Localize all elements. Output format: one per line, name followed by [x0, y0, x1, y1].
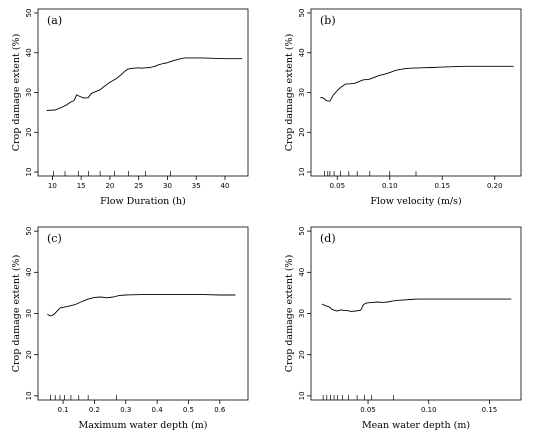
- panel-a-ytick-label: 10: [25, 168, 33, 177]
- panel-a-curve: [46, 57, 243, 111]
- panel-d-y-axis-title: Crop damage extent (%): [284, 255, 295, 373]
- panel-c-ytick-label: 40: [25, 268, 33, 277]
- panel-a-xtick-label: 15: [77, 182, 86, 190]
- panel-b: (b) 10 20 30 40 50 0.05 0.10 0.15 0.20 Flow veloci…: [284, 8, 522, 207]
- panel-a-ytick-label: 50: [25, 9, 33, 18]
- panel-b-y-axis-title: Crop damage extent (%): [284, 34, 295, 152]
- panel-a-x-axis-title: Flow Duration (h): [100, 196, 186, 207]
- panel-b-ytick-label: 20: [298, 128, 306, 137]
- panel-b-plot-frame: [310, 8, 522, 177]
- panel-c: (c) 10 20 30 40 50 0.1 0.2 0.3 0.4 0.5 0.6 Maximum w…: [11, 226, 249, 431]
- panel-a-xtick-label: 35: [192, 182, 201, 190]
- panel-c-ytick-label: 10: [25, 391, 33, 400]
- panel-b-ytick-label: 30: [298, 88, 306, 97]
- panel-d-ytick-label: 10: [298, 391, 306, 400]
- panel-d-plot-frame: [310, 226, 522, 401]
- panel-a-y-axis-title: Crop damage extent (%): [11, 34, 22, 152]
- panel-d-label: (d): [320, 232, 336, 245]
- panel-d-x-axis-title: Mean water depth (m): [362, 420, 470, 431]
- panel-a-xtick-label: 25: [134, 182, 143, 190]
- panel-b-label: (b): [320, 14, 336, 27]
- panel-a-ytick-label: 20: [25, 128, 33, 137]
- panel-b-xtick-label: 0.10: [382, 182, 398, 190]
- panel-d: (d) 10 20 30 40 50 0.05 0.10 0.15 Mean water dept…: [284, 226, 522, 431]
- panel-b-ytick-label: 10: [298, 168, 306, 177]
- panel-d-xtick-label: 0.15: [482, 406, 498, 414]
- panel-a-ytick-label: 40: [25, 48, 33, 57]
- panel-a-xtick-label: 10: [48, 182, 57, 190]
- panel-c-x-axis-title: Maximum water depth (m): [79, 420, 208, 431]
- panel-d-xtick-label: 0.05: [360, 406, 376, 414]
- panel-d-ytick-label: 50: [298, 227, 306, 236]
- panel-c-ytick-label: 20: [25, 350, 33, 359]
- panel-a-xtick-label: 30: [163, 182, 172, 190]
- panel-d-xtick-label: 0.10: [421, 406, 437, 414]
- panel-d-ytick-label: 20: [298, 350, 306, 359]
- panel-d-ytick-label: 30: [298, 309, 306, 318]
- panel-c-xtick-label: 0.1: [58, 406, 69, 414]
- panel-c-ytick-label: 50: [25, 227, 33, 236]
- panel-a-label: (a): [47, 14, 62, 27]
- panel-c-xtick-label: 0.6: [214, 406, 226, 414]
- panel-c-xtick-label: 0.4: [152, 406, 164, 414]
- panel-a-xtick-label: 20: [105, 182, 114, 190]
- panel-b-ytick-label: 50: [298, 9, 306, 18]
- panel-c-xtick-label: 0.3: [120, 406, 131, 414]
- panel-c-label: (c): [47, 232, 62, 245]
- panel-d-ytick-label: 40: [298, 268, 306, 277]
- panel-b-xtick-label: 0.20: [487, 182, 503, 190]
- panel-b-curve: [320, 65, 514, 102]
- panel-a-xtick-label: 40: [221, 182, 230, 190]
- panel-d-curve: [321, 298, 512, 312]
- panel-c-curve: [47, 294, 236, 317]
- panel-c-y-axis-title: Crop damage extent (%): [11, 255, 22, 373]
- panel-b-ytick-label: 40: [298, 48, 306, 57]
- panel-c-ytick-label: 30: [25, 309, 33, 318]
- panel-c-xtick-label: 0.5: [183, 406, 194, 414]
- panel-c-xtick-label: 0.2: [89, 406, 100, 414]
- panel-c-plot-frame: [37, 226, 249, 401]
- panel-a: (a) 10 20 30 40 50 10 15 20 25 30 35 40 Flow Duration…: [11, 8, 249, 207]
- panel-b-xtick-label: 0.05: [329, 182, 345, 190]
- panel-a-plot-frame: [37, 8, 249, 177]
- panel-b-xtick-label: 0.15: [434, 182, 450, 190]
- panel-b-x-axis-title: Flow velocity (m/s): [370, 196, 461, 207]
- panel-a-ytick-label: 30: [25, 88, 33, 97]
